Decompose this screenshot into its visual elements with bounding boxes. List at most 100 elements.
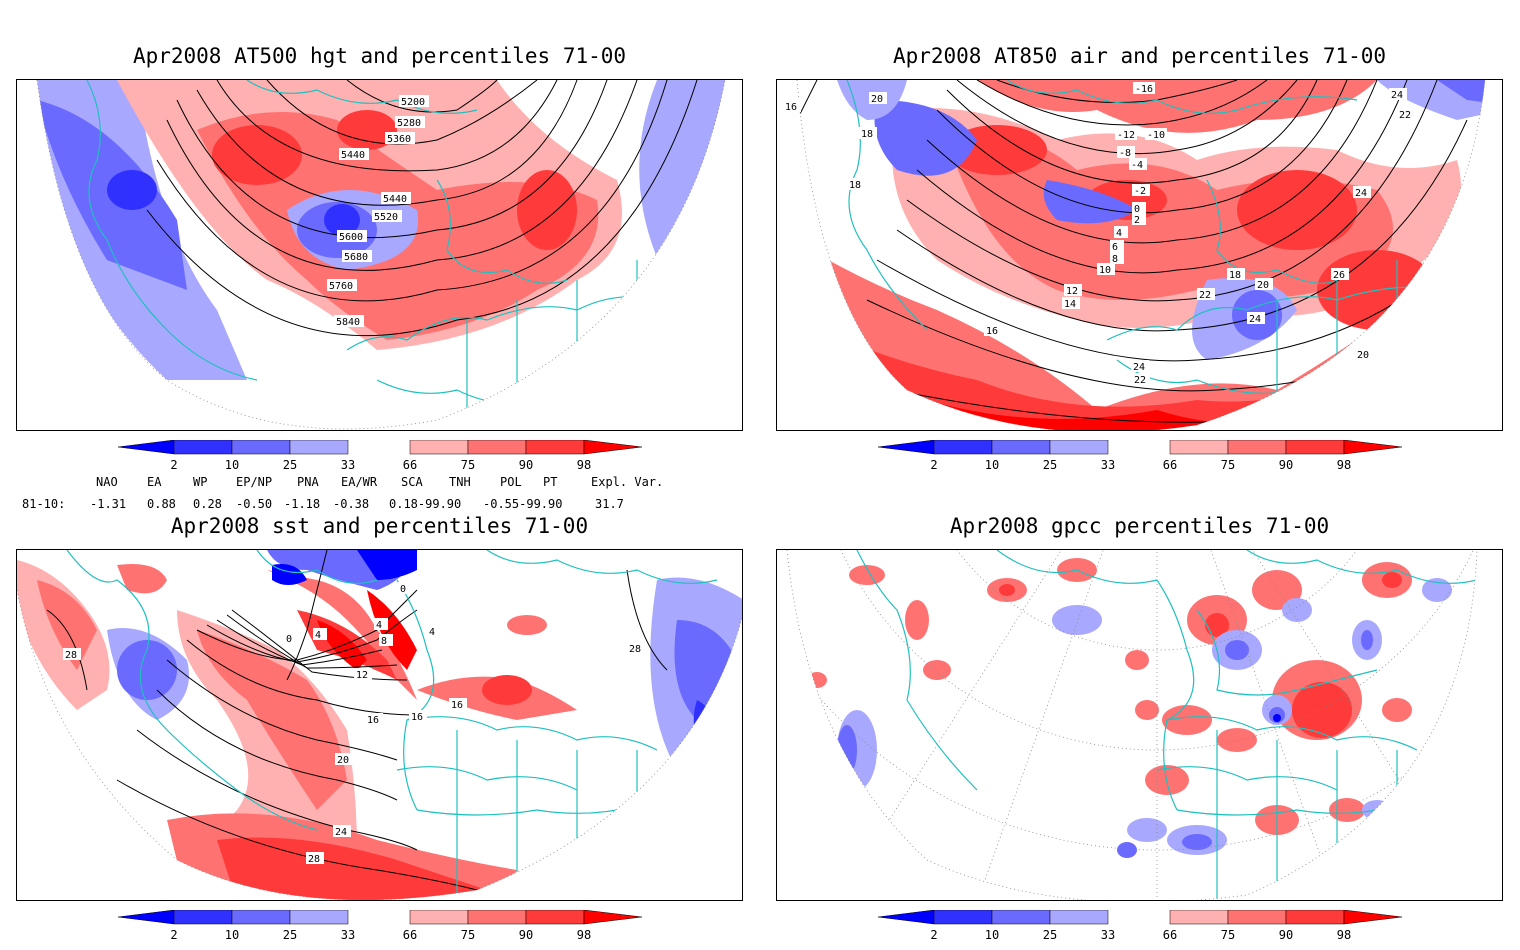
contour-label: 4 — [315, 630, 321, 641]
contour-label: 16 — [367, 715, 379, 726]
map-panel-hgt500: 5200 5280 5360 5440 5440 5520 5600 5680 … — [16, 79, 743, 431]
colorbar-label: 66 — [1162, 928, 1178, 942]
contour-label: 20 — [1257, 280, 1269, 291]
cb-b75 — [231, 439, 291, 455]
contour-label: 0 — [400, 584, 406, 595]
contour-label: 26 — [1333, 270, 1345, 281]
contour-label: 5200 — [401, 97, 425, 108]
contour-label: 18 — [849, 180, 861, 191]
contour-label: 28 — [65, 650, 77, 661]
index-header: NAO — [96, 475, 118, 489]
contour-label: 4 — [1116, 228, 1122, 239]
index-value-ea: 0.88 — [147, 497, 176, 511]
contour-label: 24 — [1249, 314, 1261, 325]
index-header: EP/NP — [236, 475, 273, 489]
index-value-pol-pt: -0.55-99.90 — [483, 497, 563, 511]
index-value-wp: 0.28 — [193, 497, 222, 511]
contour-label: -8 — [1119, 148, 1131, 159]
contour-label: -10 — [1147, 130, 1165, 141]
panel-title-gpcc: Apr2008 gpcc percentiles 71-00 — [949, 514, 1330, 538]
colorbar-label: 98 — [576, 458, 592, 472]
contour-label: 16 — [451, 700, 463, 711]
colorbar-label: 10 — [984, 928, 1000, 942]
index-value-epnp: -0.50 — [236, 497, 273, 511]
colorbar-label: 66 — [1162, 458, 1178, 472]
contour-label: 5840 — [336, 317, 360, 328]
contour-label: 16 — [785, 102, 797, 113]
index-header: EA/WR — [341, 475, 378, 489]
index-row-label: 81-10: — [22, 497, 66, 511]
colorbar-label: 33 — [340, 928, 356, 942]
contour-label: 22 — [1134, 375, 1146, 386]
colorbar-label: 25 — [282, 928, 298, 942]
colorbar-gpcc: 2 10 25 33 66 75 90 98 — [877, 909, 1408, 950]
map-panel-gpcc — [776, 549, 1503, 901]
map-panel-sst: 0 0 4 4 4 8 12 16 16 16 20 24 28 28 28 — [16, 549, 743, 901]
colorbar-label: 90 — [518, 458, 534, 472]
colorbar-label: 25 — [1042, 928, 1058, 942]
colorbar-label: 75 — [1220, 928, 1236, 942]
panel-title-hgt500: Apr2008 AT500 hgt and percentiles 71-00 — [132, 44, 627, 68]
colorbar-label: 98 — [576, 928, 592, 942]
index-value-pna: -1.18 — [284, 497, 321, 511]
index-header: TNH — [449, 475, 471, 489]
colorbar-label: 98 — [1336, 458, 1352, 472]
cb-r66 — [409, 439, 469, 455]
contour-label: 24 — [1391, 90, 1403, 101]
map-air850: -16 -12 -10 -8 -4 -2 0 2 4 6 8 10 12 14 … — [783, 80, 1486, 430]
colorbar-label: 90 — [1278, 928, 1294, 942]
colorbar-label: 10 — [224, 458, 240, 472]
colorbar-hgt500: 2 10 25 33 66 75 90 98 — [117, 439, 648, 480]
index-value-nao: -1.31 — [90, 497, 127, 511]
contour-label: 18 — [861, 129, 873, 140]
contour-label: 22 — [1199, 290, 1211, 301]
colorbar-air850: 2 10 25 33 66 75 90 98 — [877, 439, 1408, 480]
cb-r90 — [525, 439, 585, 455]
colorbar-label: 75 — [1220, 458, 1236, 472]
index-value-eawr: -0.38 — [333, 497, 370, 511]
contour-label: 4 — [376, 620, 382, 631]
map-gpcc — [786, 550, 1478, 900]
contour-label: 5280 — [397, 118, 421, 129]
colorbar-label: 10 — [224, 928, 240, 942]
map-panel-air850: -16 -12 -10 -8 -4 -2 0 2 4 6 8 10 12 14 … — [776, 79, 1503, 431]
colorbar-label: 33 — [1100, 928, 1116, 942]
index-header: EA — [147, 475, 162, 489]
colorbar-label: 33 — [1100, 458, 1116, 472]
contour-label: 22 — [1399, 110, 1411, 121]
colorbar-label: 75 — [460, 928, 476, 942]
map-sst: 0 0 4 4 4 8 12 16 16 16 20 24 28 28 28 — [17, 550, 742, 900]
colorbar-label: 66 — [402, 458, 418, 472]
panel-title-air850: Apr2008 AT850 air and percentiles 71-00 — [892, 44, 1387, 68]
colorbar-label: 2 — [170, 458, 178, 472]
colorbar-label: 2 — [930, 458, 938, 472]
contour-label: 5440 — [341, 150, 365, 161]
contour-label: 20 — [1357, 350, 1369, 361]
map-hgt500: 5200 5280 5360 5440 5440 5520 5600 5680 … — [36, 80, 726, 430]
index-header: SCA — [401, 475, 423, 489]
contour-label: 4 — [429, 627, 435, 638]
contour-label: 5440 — [383, 194, 407, 205]
contour-label: 24 — [335, 827, 347, 838]
contour-label: 2 — [1134, 215, 1140, 226]
contour-label: 5520 — [374, 212, 398, 223]
contour-label: 6 — [1112, 242, 1118, 253]
contour-label: 0 — [286, 634, 292, 645]
colorbar-label: 2 — [930, 928, 938, 942]
index-header: POL — [500, 475, 522, 489]
contour-label: 16 — [411, 712, 423, 723]
contour-label: -2 — [1134, 186, 1146, 197]
contour-label: -16 — [1135, 84, 1153, 95]
contour-label: 14 — [1064, 299, 1076, 310]
colorbar-label: 10 — [984, 458, 1000, 472]
contour-label: 28 — [629, 644, 641, 655]
cb-r75 — [467, 439, 527, 455]
colorbar-label: 66 — [402, 928, 418, 942]
colorbar-label: 33 — [340, 458, 356, 472]
contour-label: 12 — [356, 670, 368, 681]
cb-b66 — [289, 439, 349, 455]
contour-label: 18 — [1229, 270, 1241, 281]
colorbar-label: 90 — [1278, 458, 1294, 472]
cb-r98 — [583, 439, 643, 455]
contour-label: 24 — [1133, 362, 1145, 373]
